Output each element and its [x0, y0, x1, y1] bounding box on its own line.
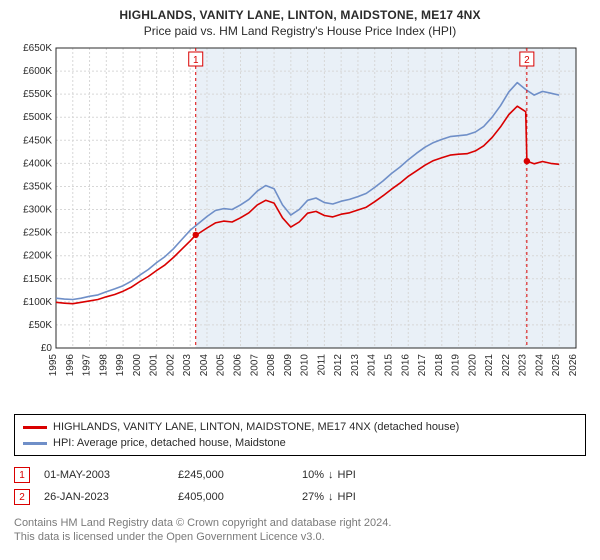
transactions: 1 01-MAY-2003 £245,000 10% ↓ HPI 2 26-JAN-2023 £…: [14, 464, 586, 508]
svg-text:2024: 2024: [534, 354, 545, 377]
svg-text:£450K: £450K: [23, 135, 52, 146]
svg-text:1998: 1998: [98, 354, 109, 377]
svg-text:2009: 2009: [283, 354, 294, 377]
svg-text:2004: 2004: [199, 354, 210, 377]
diff-suffix: HPI: [338, 491, 356, 503]
svg-text:£150K: £150K: [23, 274, 52, 285]
transaction-diff: 27% ↓ HPI: [302, 491, 356, 503]
svg-text:2013: 2013: [350, 354, 361, 377]
legend-swatch: [23, 442, 47, 445]
svg-text:2017: 2017: [417, 354, 428, 377]
svg-text:2001: 2001: [149, 354, 160, 377]
svg-text:2020: 2020: [467, 354, 478, 377]
svg-text:2023: 2023: [518, 354, 529, 377]
svg-text:2014: 2014: [367, 354, 378, 377]
svg-text:£350K: £350K: [23, 181, 52, 192]
svg-text:2019: 2019: [451, 354, 462, 377]
arrow-down-icon: ↓: [328, 469, 334, 481]
transaction-diff: 10% ↓ HPI: [302, 469, 356, 481]
svg-text:£100K: £100K: [23, 297, 52, 308]
svg-text:£250K: £250K: [23, 228, 52, 239]
chart-area: £0 £50K £100K £150K £200K £250K £300K £350K £400…: [14, 42, 586, 412]
line-chart: £0 £50K £100K £150K £200K £250K £300K £350K £400…: [14, 42, 586, 412]
legend-swatch: [23, 426, 47, 429]
svg-text:1999: 1999: [115, 354, 126, 377]
svg-text:2025: 2025: [551, 354, 562, 377]
svg-text:£200K: £200K: [23, 251, 52, 262]
transaction-price: £405,000: [178, 491, 288, 503]
svg-text:2021: 2021: [484, 354, 495, 377]
legend-item: HPI: Average price, detached house, Maid…: [23, 435, 577, 451]
svg-text:£500K: £500K: [23, 112, 52, 123]
legend-label: HIGHLANDS, VANITY LANE, LINTON, MAIDSTON…: [53, 421, 459, 433]
svg-text:2018: 2018: [434, 354, 445, 377]
svg-text:£300K: £300K: [23, 205, 52, 216]
page-subtitle: Price paid vs. HM Land Registry's House …: [14, 24, 586, 38]
svg-text:2008: 2008: [266, 354, 277, 377]
svg-text:1997: 1997: [82, 354, 93, 377]
legend: HIGHLANDS, VANITY LANE, LINTON, MAIDSTON…: [14, 414, 586, 456]
transaction-badge: 2: [14, 489, 30, 505]
svg-text:£550K: £550K: [23, 89, 52, 100]
legend-label: HPI: Average price, detached house, Maid…: [53, 437, 286, 449]
svg-text:1996: 1996: [65, 354, 76, 377]
svg-text:1: 1: [193, 55, 199, 66]
svg-text:2003: 2003: [182, 354, 193, 377]
svg-text:£400K: £400K: [23, 158, 52, 169]
transaction-date: 01-MAY-2003: [44, 469, 164, 481]
svg-text:2007: 2007: [249, 354, 260, 377]
svg-text:£0: £0: [41, 343, 53, 354]
svg-text:2010: 2010: [300, 354, 311, 377]
svg-text:2: 2: [524, 55, 530, 66]
chart-card: HIGHLANDS, VANITY LANE, LINTON, MAIDSTON…: [0, 0, 600, 553]
transaction-row: 1 01-MAY-2003 £245,000 10% ↓ HPI: [14, 464, 586, 486]
svg-text:2026: 2026: [568, 354, 579, 377]
svg-text:£650K: £650K: [23, 43, 52, 54]
svg-text:2005: 2005: [216, 354, 227, 377]
arrow-down-icon: ↓: [328, 491, 334, 503]
svg-text:2000: 2000: [132, 354, 143, 377]
transaction-date: 26-JAN-2023: [44, 491, 164, 503]
footer-line-2: This data is licensed under the Open Gov…: [14, 530, 586, 544]
svg-text:2012: 2012: [333, 354, 344, 377]
svg-text:2016: 2016: [400, 354, 411, 377]
transaction-row: 2 26-JAN-2023 £405,000 27% ↓ HPI: [14, 486, 586, 508]
footer-line-1: Contains HM Land Registry data © Crown c…: [14, 516, 586, 530]
svg-text:1995: 1995: [48, 354, 59, 377]
svg-text:2011: 2011: [316, 354, 327, 376]
transaction-badge: 1: [14, 467, 30, 483]
svg-text:£600K: £600K: [23, 66, 52, 77]
diff-suffix: HPI: [338, 469, 356, 481]
svg-text:2022: 2022: [501, 354, 512, 377]
svg-text:£50K: £50K: [29, 320, 53, 331]
title-block: HIGHLANDS, VANITY LANE, LINTON, MAIDSTON…: [14, 8, 586, 38]
footer-note: Contains HM Land Registry data © Crown c…: [14, 516, 586, 545]
svg-text:2002: 2002: [165, 354, 176, 377]
svg-text:2006: 2006: [233, 354, 244, 377]
diff-percent: 10%: [302, 469, 324, 481]
transaction-price: £245,000: [178, 469, 288, 481]
diff-percent: 27%: [302, 491, 324, 503]
svg-text:2015: 2015: [383, 354, 394, 377]
legend-item: HIGHLANDS, VANITY LANE, LINTON, MAIDSTON…: [23, 419, 577, 435]
page-title: HIGHLANDS, VANITY LANE, LINTON, MAIDSTON…: [14, 8, 586, 22]
